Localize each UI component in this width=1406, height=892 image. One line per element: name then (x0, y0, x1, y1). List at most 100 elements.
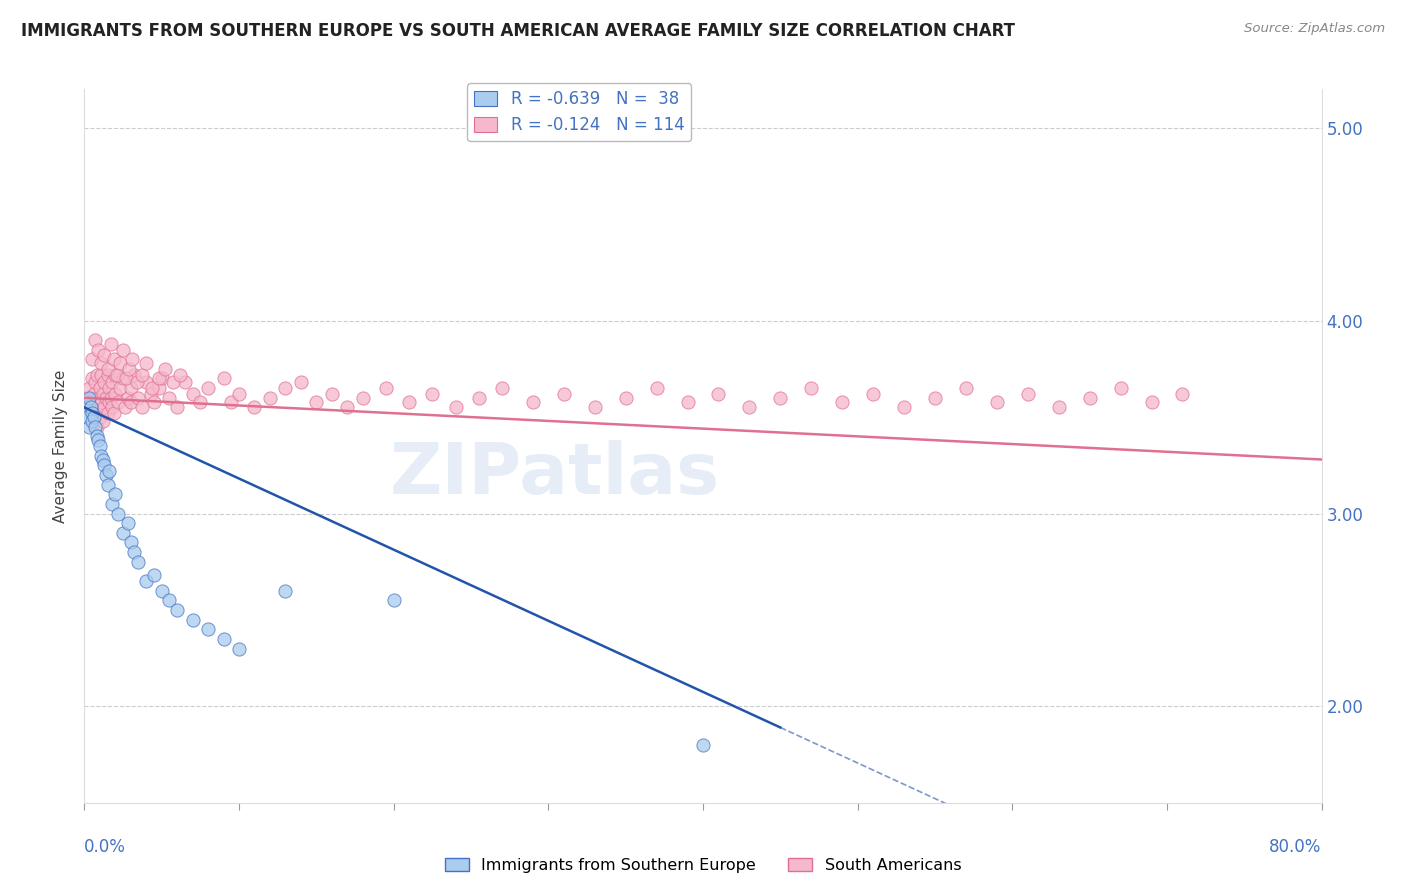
Point (1017, 387, 1039, 401)
Point (491, 381, 513, 395)
Point (86, 368, 108, 382)
Point (290, 376, 312, 390)
Point (82, 371, 104, 385)
Point (77, 391, 100, 405)
Point (522, 394, 544, 409)
Point (83, 414, 105, 428)
Legend: Immigrants from Southern Europe, South Americans: Immigrants from Southern Europe, South A… (439, 852, 967, 880)
Point (82, 352, 104, 367)
Point (212, 371, 235, 385)
Point (120, 394, 142, 409)
Point (131, 368, 153, 382)
Point (84, 401, 107, 415)
Point (141, 381, 163, 395)
Point (321, 387, 343, 401)
Text: 0.0%: 0.0% (84, 838, 127, 855)
Point (352, 391, 374, 405)
Point (143, 394, 166, 409)
Point (1109, 381, 1132, 395)
Point (228, 641, 250, 656)
Point (104, 387, 127, 401)
Point (692, 738, 714, 752)
Point (1078, 391, 1101, 405)
Point (79, 394, 101, 409)
Point (112, 525, 135, 540)
Point (107, 507, 129, 521)
Point (707, 387, 730, 401)
Point (83, 387, 105, 401)
Point (862, 387, 884, 401)
Point (101, 401, 124, 415)
Point (76, 401, 98, 415)
Point (645, 381, 668, 395)
Point (96, 362, 118, 376)
Point (274, 381, 297, 395)
Point (181, 387, 204, 401)
Point (108, 356, 131, 370)
Point (135, 376, 157, 390)
Point (93, 458, 115, 473)
Point (77, 419, 100, 434)
Point (1047, 401, 1070, 415)
Point (120, 381, 142, 395)
Point (91, 387, 114, 401)
Point (84, 376, 107, 390)
Point (197, 381, 219, 395)
Point (122, 545, 145, 559)
Point (150, 371, 173, 385)
Point (127, 555, 149, 569)
Point (800, 381, 823, 395)
Point (831, 394, 853, 409)
Point (98, 464, 121, 478)
Point (117, 391, 139, 405)
Point (94, 391, 117, 405)
Point (305, 394, 328, 409)
Point (467, 391, 491, 405)
Point (86, 419, 108, 434)
Point (274, 583, 297, 598)
Point (86, 429, 108, 443)
Point (112, 343, 135, 357)
Point (422, 387, 444, 401)
Point (924, 391, 946, 405)
Point (96, 406, 118, 420)
Text: ZIPatlas: ZIPatlas (389, 440, 720, 509)
Point (103, 406, 125, 420)
Point (336, 401, 359, 415)
Point (98, 394, 121, 409)
Point (104, 368, 127, 382)
Point (614, 391, 637, 405)
Text: IMMIGRANTS FROM SOUTHERN EUROPE VS SOUTH AMERICAN AVERAGE FAMILY SIZE CORRELATIO: IMMIGRANTS FROM SOUTHERN EUROPE VS SOUTH… (21, 22, 1015, 40)
Point (139, 387, 162, 401)
Point (212, 632, 235, 646)
Point (98, 381, 121, 395)
Point (82, 406, 104, 420)
Point (84, 419, 107, 434)
Point (1140, 394, 1163, 409)
Point (374, 381, 398, 395)
Point (84, 333, 107, 347)
Point (90, 368, 112, 382)
Point (148, 381, 170, 395)
Point (125, 376, 148, 390)
Point (101, 497, 124, 511)
Point (76, 410, 98, 425)
Point (89, 410, 111, 425)
Point (131, 401, 153, 415)
Point (118, 362, 141, 376)
Point (159, 391, 180, 405)
Point (122, 368, 145, 382)
Point (150, 583, 173, 598)
Point (127, 391, 149, 405)
Point (259, 391, 281, 405)
Point (89, 381, 111, 395)
Point (87, 434, 110, 448)
Point (94, 467, 117, 482)
Point (893, 401, 915, 415)
Point (114, 401, 136, 415)
Point (153, 362, 176, 376)
Legend: R = -0.639   N =  38, R = -0.124   N = 114: R = -0.639 N = 38, R = -0.124 N = 114 (467, 83, 692, 141)
Point (398, 394, 420, 409)
Point (117, 516, 139, 530)
Point (986, 394, 1008, 409)
